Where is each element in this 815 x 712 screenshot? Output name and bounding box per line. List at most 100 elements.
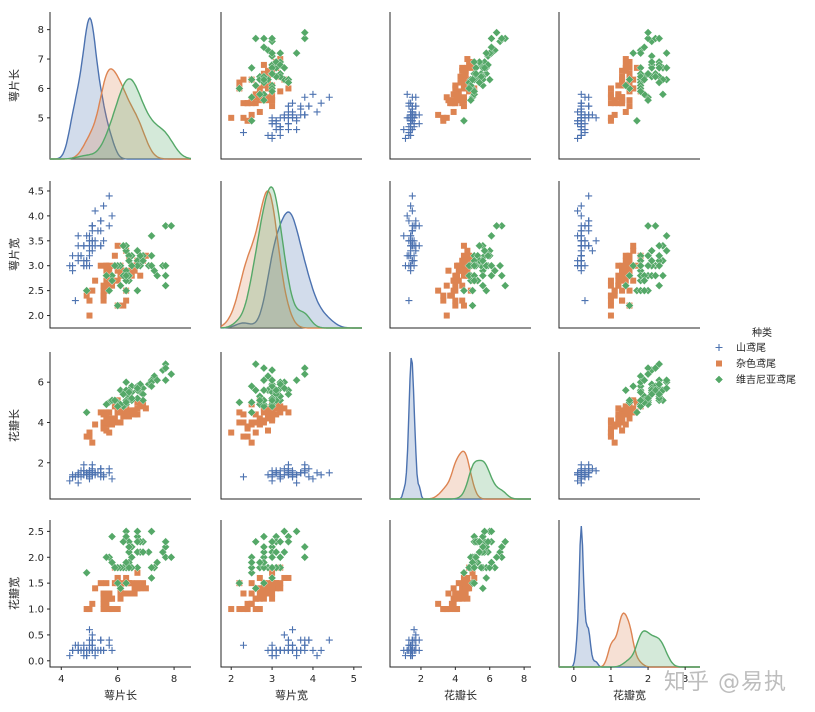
point-r3-c0-s1-6 xyxy=(123,574,130,581)
point-r2-c1-s0-23 xyxy=(280,465,288,473)
point-r1-c0-s2-33 xyxy=(121,271,131,280)
point-r1-c0-s0-22 xyxy=(74,232,82,240)
point-r2-c3-s1-8 xyxy=(619,407,626,414)
point-r0-c3-s1-23 xyxy=(615,82,622,89)
point-r1-c2-s1-36 xyxy=(464,257,471,264)
point-r1-c3-s2-48 xyxy=(654,241,664,251)
point-r0-c1-s2-6 xyxy=(247,116,256,126)
point-r1-c0-s1-33 xyxy=(114,277,121,284)
axes-spine-r1-c3 xyxy=(558,181,700,329)
xtick-label-1-1: 3 xyxy=(269,674,275,685)
point-r1-c0-s1-46 xyxy=(106,267,113,274)
point-r2-c1-s2-48 xyxy=(284,390,293,399)
point-r1-c0-s2-21 xyxy=(102,271,111,280)
point-r1-c2-s0-43 xyxy=(410,237,418,245)
point-r1-c2-s1-1 xyxy=(460,252,467,259)
point-r1-c2-s2-43 xyxy=(483,251,493,261)
point-r2-c1-s1-45 xyxy=(269,415,276,422)
point-r3-c0-s2-24 xyxy=(133,547,142,557)
point-r0-c3-s1-16 xyxy=(626,97,633,104)
point-r2-c1-s1-48 xyxy=(248,439,255,446)
point-r0-c2-s1-36 xyxy=(464,64,471,71)
point-r0-c2-s1-41 xyxy=(462,82,469,89)
point-r3-c0-s2-32 xyxy=(124,542,134,552)
point-r0-c2-s0-42 xyxy=(405,131,413,139)
point-r0-c1-s0-39 xyxy=(284,111,292,119)
point-r1-c0-s0-14 xyxy=(108,212,116,220)
point-r2-c1-s2-32 xyxy=(259,385,269,395)
ytick-label-3-2: 1.0 xyxy=(28,605,44,616)
point-r2-c1-s0-33 xyxy=(317,471,325,479)
point-r0-c3-s1-49 xyxy=(619,94,626,101)
kde-fill-3-2 xyxy=(559,630,700,667)
point-r0-c1-s2-49 xyxy=(267,87,277,96)
point-r0-c2-s2-21 xyxy=(466,95,476,105)
point-r0-c1-s2-17 xyxy=(300,34,310,43)
point-r2-c3-s1-27 xyxy=(633,399,640,406)
point-r1-c3-s2-42 xyxy=(640,276,649,285)
point-r2-c1-s2-34 xyxy=(251,385,261,395)
point-r3-c0-s2-31 xyxy=(166,552,176,562)
point-r3-c1-s2-43 xyxy=(275,537,285,547)
point-r2-c0-s2-46 xyxy=(121,398,131,407)
point-r3-c1-s1-47 xyxy=(265,590,271,597)
point-r2-c1-s1-10 xyxy=(228,429,235,436)
point-r3-c2-s2-9 xyxy=(487,527,496,536)
point-r0-c1-s1-8 xyxy=(265,67,271,74)
point-r2-c1-s1-12 xyxy=(236,419,243,426)
point-r3-c0-s1-31 xyxy=(100,606,107,613)
point-r3-c1-s0-41 xyxy=(239,641,247,649)
point-r3-c0-s1-16 xyxy=(103,580,110,587)
point-r2-c1-s0-41 xyxy=(239,473,247,481)
point-r3-c1-s1-33 xyxy=(256,574,263,581)
point-r3-c1-s1-29 xyxy=(252,606,259,613)
point-r0-c2-s2-46 xyxy=(468,75,477,84)
point-r3-c1-s0-40 xyxy=(289,641,297,649)
point-r2-c0-s0-24 xyxy=(80,461,88,469)
point-r2-c1-s0-40 xyxy=(289,473,297,481)
point-r2-c3-s1-14 xyxy=(619,427,626,434)
point-r2-c3-s2-18 xyxy=(654,359,664,369)
point-r1-c3-s1-13 xyxy=(622,267,629,274)
point-r3-c1-s2-9 xyxy=(292,527,301,536)
point-r3-c1-s1-31 xyxy=(244,606,251,613)
point-r3-c2-s2-32 xyxy=(478,542,488,552)
point-r0-c1-s2-19 xyxy=(235,84,244,93)
point-r1-c3-s2-31 xyxy=(643,221,653,231)
point-r3-c1-s2-49 xyxy=(267,563,277,572)
ytick-label-1-2: 3.0 xyxy=(28,261,44,272)
point-r0-c3-s0-44 xyxy=(585,111,593,119)
xtick-label-2-2: 6 xyxy=(487,674,493,685)
point-r0-c3-s2-37 xyxy=(636,72,645,81)
point-r0-c1-s2-29 xyxy=(267,48,277,58)
point-r0-c1-s0-16 xyxy=(305,102,313,110)
point-r1-c3-s2-19 xyxy=(625,301,634,310)
ytick-label-0-2: 7 xyxy=(38,55,44,66)
point-r2-c1-s1-42 xyxy=(252,419,259,426)
point-r0-c1-s2-34 xyxy=(251,81,261,90)
point-r3-c0-s0-43 xyxy=(85,626,93,634)
point-r0-c2-s2-0 xyxy=(485,75,495,84)
point-r2-c1-s2-49 xyxy=(267,396,277,405)
point-r1-c2-s1-5 xyxy=(460,272,467,279)
kde-line-0-2 xyxy=(50,78,192,160)
point-r3-c1-s0-44 xyxy=(301,636,309,644)
point-r1-c0-s2-31 xyxy=(166,221,176,231)
point-r3-c1-s2-48 xyxy=(284,537,293,547)
point-r3-c0-s2-25 xyxy=(147,563,156,572)
point-r0-c3-s2-29 xyxy=(628,48,638,58)
point-r2-c0-s1-9 xyxy=(92,421,99,428)
point-r2-c3-s1-42 xyxy=(615,419,622,426)
point-r0-c3-s0-31 xyxy=(585,102,593,110)
point-r1-c3-s1-6 xyxy=(630,247,637,254)
point-r0-c1-s0-43 xyxy=(289,114,297,122)
point-r0-c1-s2-41 xyxy=(271,57,281,67)
point-r0-c2-s1-31 xyxy=(447,100,454,107)
point-r1-c3-s1-0 xyxy=(622,252,629,259)
point-r3-c2-s2-31 xyxy=(492,552,501,562)
point-r2-c1-s2-38 xyxy=(267,402,277,411)
point-r1-c0-s1-39 xyxy=(100,287,107,294)
axes-spine-r1-c2 xyxy=(389,181,531,329)
point-r1-c3-s1-9 xyxy=(622,277,629,284)
point-r3-c0-s1-49 xyxy=(106,590,113,597)
